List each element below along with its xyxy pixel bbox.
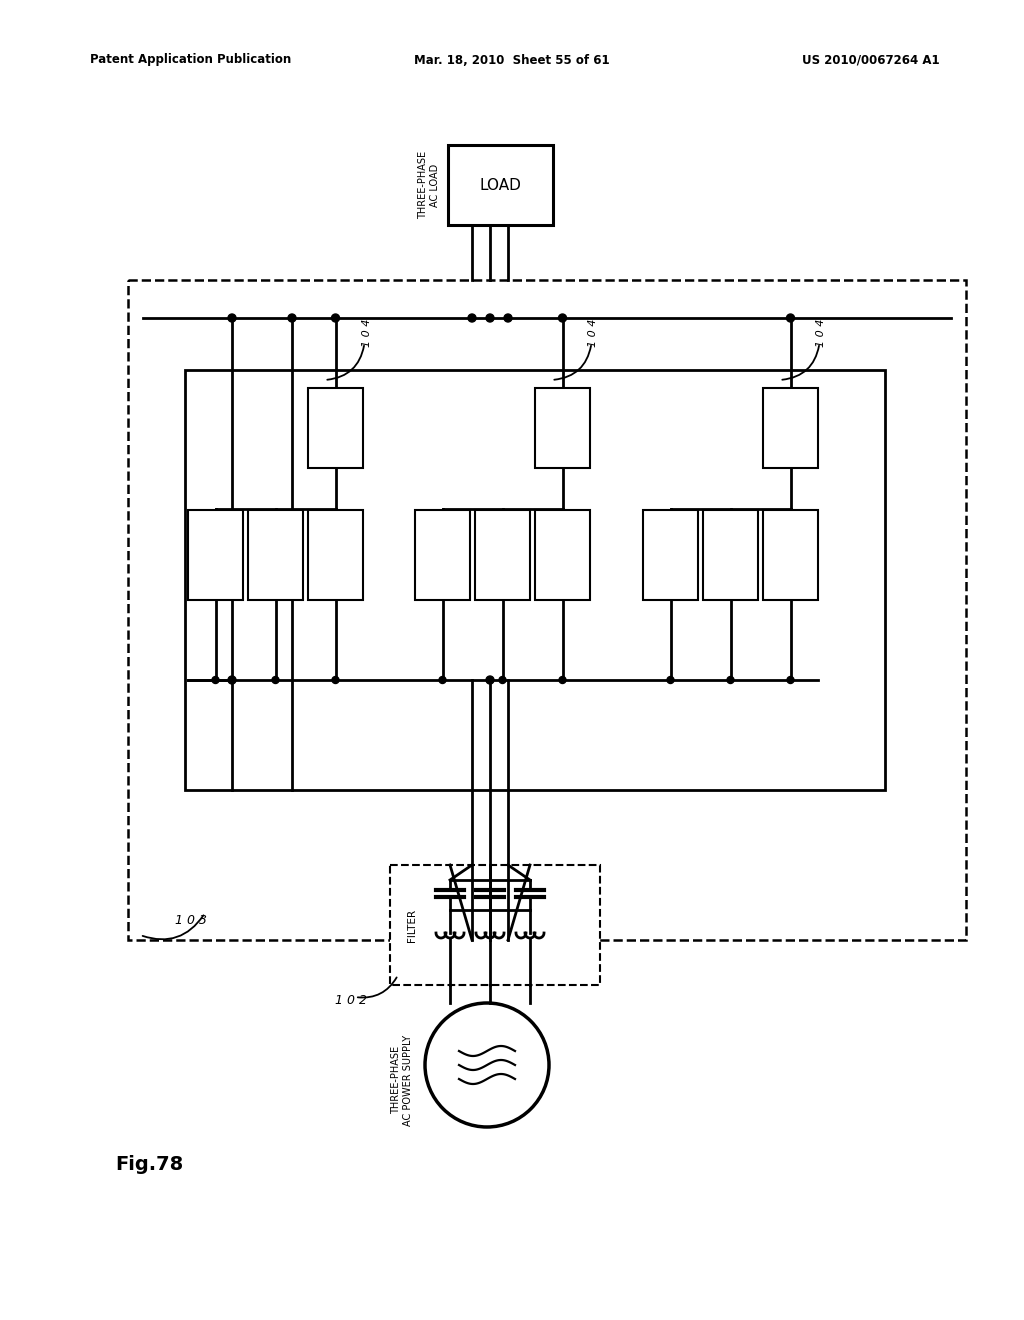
Text: THREE-PHASE
AC LOAD: THREE-PHASE AC LOAD <box>419 150 440 219</box>
Circle shape <box>486 314 494 322</box>
Circle shape <box>228 676 236 684</box>
Circle shape <box>228 314 236 322</box>
Circle shape <box>727 676 734 684</box>
Text: SECOND: SECOND <box>774 413 807 422</box>
Circle shape <box>439 676 446 684</box>
Bar <box>308 388 362 469</box>
Text: SECTION: SECTION <box>426 562 459 572</box>
Bar <box>128 280 966 940</box>
Text: SECTION: SECTION <box>318 436 352 445</box>
Bar <box>185 370 885 789</box>
Circle shape <box>468 314 476 322</box>
Text: SECTION: SECTION <box>774 562 807 572</box>
Circle shape <box>332 314 340 322</box>
Text: SECTION: SECTION <box>318 562 352 572</box>
Text: 1 0 3: 1 0 3 <box>175 913 207 927</box>
Circle shape <box>486 676 494 684</box>
Bar <box>763 388 818 469</box>
Bar <box>703 510 758 601</box>
Text: SWITCH: SWITCH <box>655 552 685 561</box>
Circle shape <box>787 676 794 684</box>
Bar <box>475 510 530 601</box>
Text: SWITCH: SWITCH <box>201 552 230 561</box>
Text: 1 0 4: 1 0 4 <box>589 319 598 347</box>
Bar <box>535 510 590 601</box>
Text: SECTION: SECTION <box>485 562 519 572</box>
Text: 1 0 4: 1 0 4 <box>816 319 826 347</box>
Text: SECTION: SECTION <box>654 562 687 572</box>
Text: SECTION: SECTION <box>774 436 807 445</box>
Bar <box>248 510 303 601</box>
Text: US 2010/0067264 A1: US 2010/0067264 A1 <box>803 54 940 66</box>
Text: FIRST: FIRST <box>492 540 513 549</box>
Text: FIRST: FIRST <box>205 540 226 549</box>
Circle shape <box>558 314 566 322</box>
Circle shape <box>288 314 296 322</box>
Bar <box>763 510 818 601</box>
Bar <box>415 510 470 601</box>
Bar <box>188 510 243 601</box>
Text: FIRST: FIRST <box>432 540 454 549</box>
Text: SECTION: SECTION <box>259 562 292 572</box>
Text: SWITCH: SWITCH <box>428 552 458 561</box>
Text: SECTION: SECTION <box>714 562 748 572</box>
Text: SWITCH: SWITCH <box>321 552 350 561</box>
Text: 1 0 2: 1 0 2 <box>335 994 367 1006</box>
Text: Mar. 18, 2010  Sheet 55 of 61: Mar. 18, 2010 Sheet 55 of 61 <box>414 54 610 66</box>
Circle shape <box>667 676 674 684</box>
Text: SWITCH: SWITCH <box>716 552 745 561</box>
Text: SWITCH: SWITCH <box>548 552 578 561</box>
Circle shape <box>559 676 566 684</box>
Bar <box>308 510 362 601</box>
Text: FIRST: FIRST <box>265 540 286 549</box>
Text: THREE-PHASE
AC POWER SUPPLY: THREE-PHASE AC POWER SUPPLY <box>391 1035 413 1126</box>
Bar <box>449 145 553 224</box>
Text: SECTION: SECTION <box>199 562 232 572</box>
Text: Fig.78: Fig.78 <box>115 1155 183 1175</box>
Text: SECTION: SECTION <box>546 436 580 445</box>
Text: SWITCH: SWITCH <box>548 425 578 433</box>
Text: FIRST: FIRST <box>780 540 801 549</box>
Text: FIRST: FIRST <box>659 540 681 549</box>
Circle shape <box>786 314 795 322</box>
Text: SECOND: SECOND <box>547 413 579 422</box>
Circle shape <box>272 676 279 684</box>
Text: FIRST: FIRST <box>720 540 741 549</box>
Text: 1 0 4: 1 0 4 <box>361 319 372 347</box>
Circle shape <box>499 676 506 684</box>
Text: SWITCH: SWITCH <box>487 552 517 561</box>
Bar <box>390 865 600 985</box>
Text: FIRST: FIRST <box>552 540 573 549</box>
Bar <box>535 388 590 469</box>
Text: SWITCH: SWITCH <box>776 552 805 561</box>
Text: SECOND: SECOND <box>319 413 351 422</box>
Text: FIRST: FIRST <box>325 540 346 549</box>
Text: SWITCH: SWITCH <box>321 425 350 433</box>
Text: SWITCH: SWITCH <box>261 552 291 561</box>
Text: Patent Application Publication: Patent Application Publication <box>90 54 291 66</box>
Bar <box>643 510 698 601</box>
Text: FILTER: FILTER <box>407 908 417 941</box>
Circle shape <box>504 314 512 322</box>
Circle shape <box>332 676 339 684</box>
Text: SWITCH: SWITCH <box>776 425 805 433</box>
Text: SECTION: SECTION <box>546 562 580 572</box>
Text: LOAD: LOAD <box>479 177 521 193</box>
Circle shape <box>212 676 219 684</box>
